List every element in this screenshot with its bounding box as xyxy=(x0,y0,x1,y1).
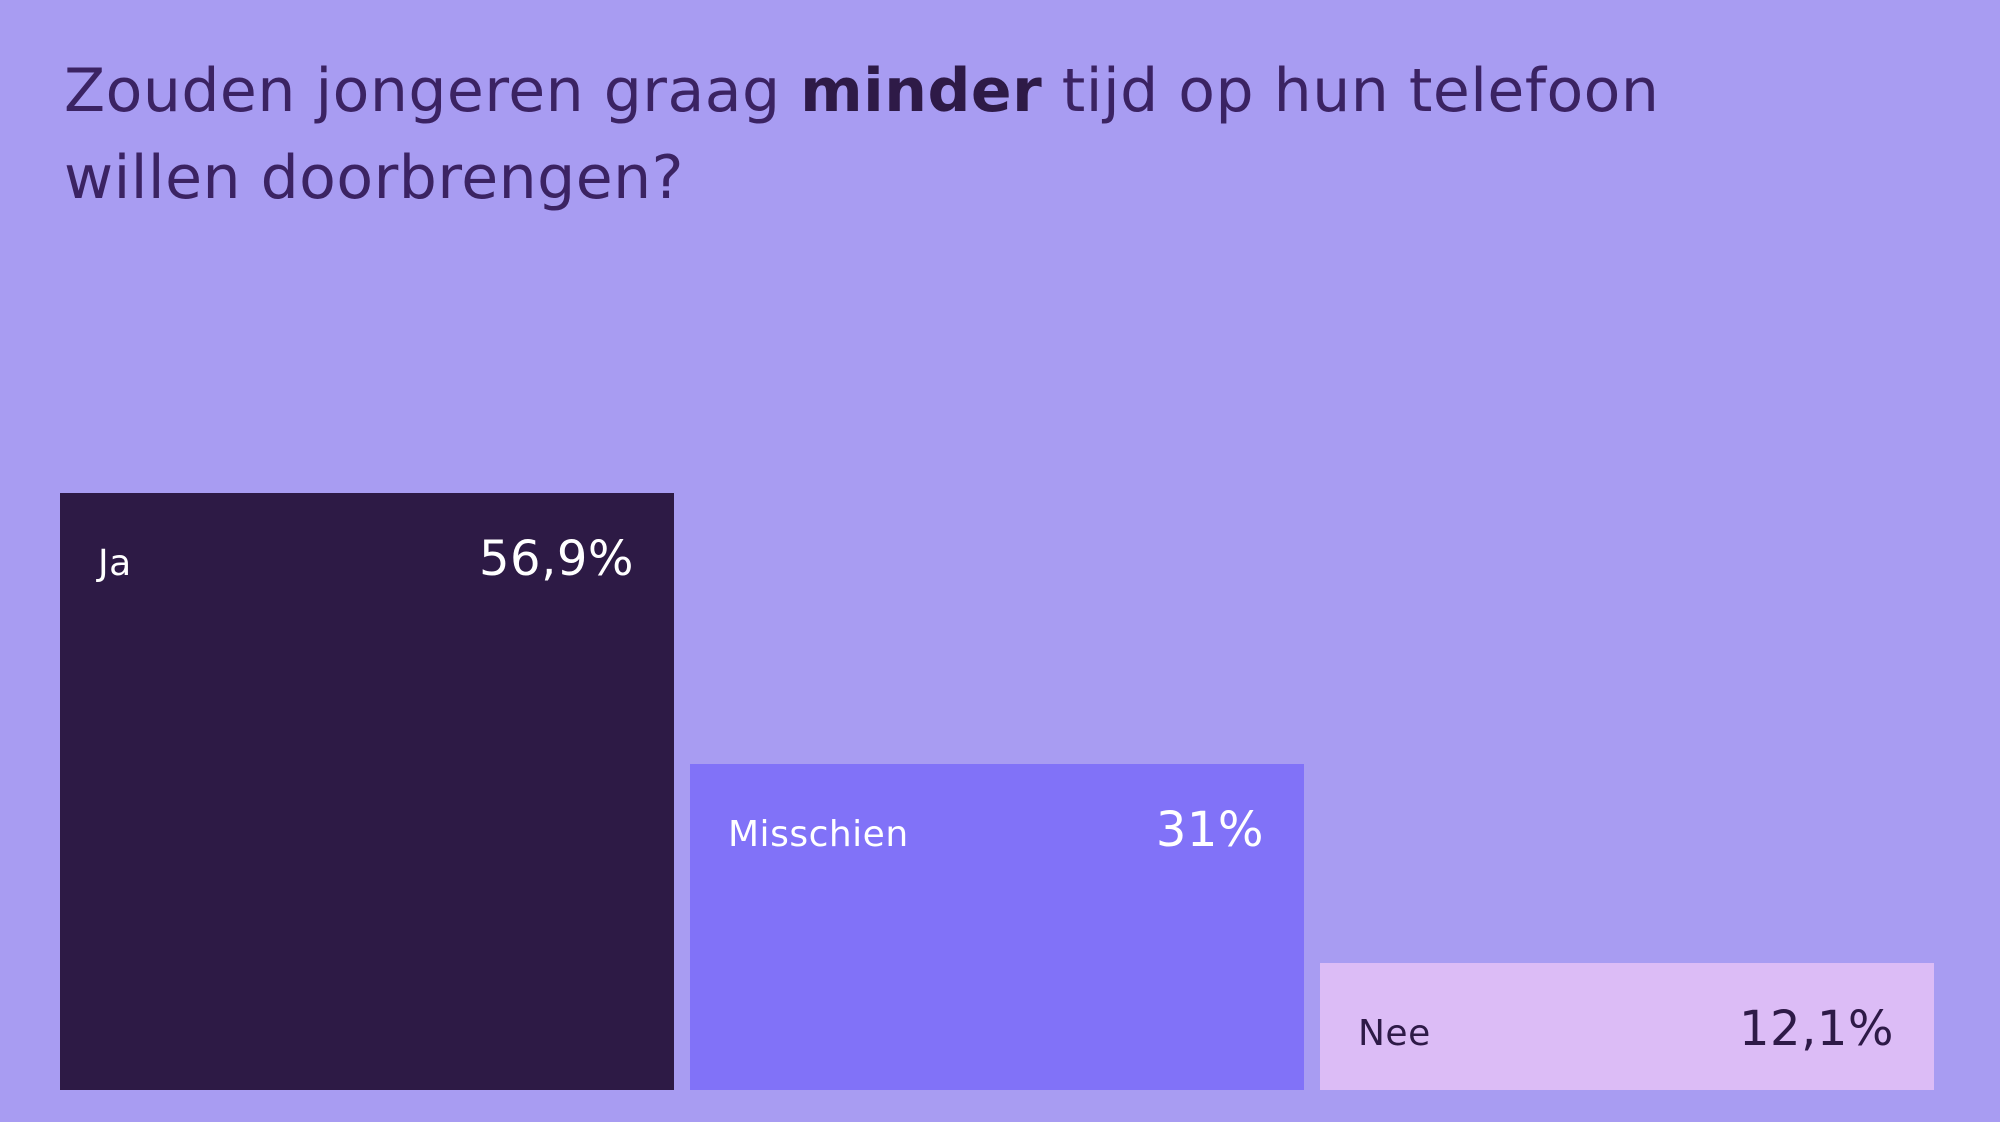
question-text-emphasis: minder xyxy=(800,56,1043,126)
question-text-prefix: Zouden jongeren graag xyxy=(64,56,801,126)
bar-nee: Nee 12,1% xyxy=(1320,963,1934,1090)
bar-misschien: Misschien 31% xyxy=(690,764,1304,1090)
bar-chart: Ja 56,9% Misschien 31% Nee 12,1% xyxy=(60,450,1934,1090)
bar-ja: Ja 56,9% xyxy=(60,493,674,1090)
bar-misschien-label: Misschien xyxy=(728,814,909,855)
poll-question-title: Zouden jongeren graag minder tijd op hun… xyxy=(64,48,1824,222)
question-text-suffix: tijd op hun telefoon willen doorbrengen? xyxy=(64,56,1660,213)
bar-nee-header: Nee 12,1% xyxy=(1320,963,1934,1057)
bar-nee-label: Nee xyxy=(1358,1013,1431,1054)
bar-misschien-value: 31% xyxy=(1155,802,1264,858)
bar-misschien-header: Misschien 31% xyxy=(690,764,1304,858)
bar-nee-value: 12,1% xyxy=(1739,1001,1894,1057)
bar-ja-header: Ja 56,9% xyxy=(60,493,674,587)
bar-ja-label: Ja xyxy=(98,543,132,584)
bar-ja-value: 56,9% xyxy=(479,531,634,587)
